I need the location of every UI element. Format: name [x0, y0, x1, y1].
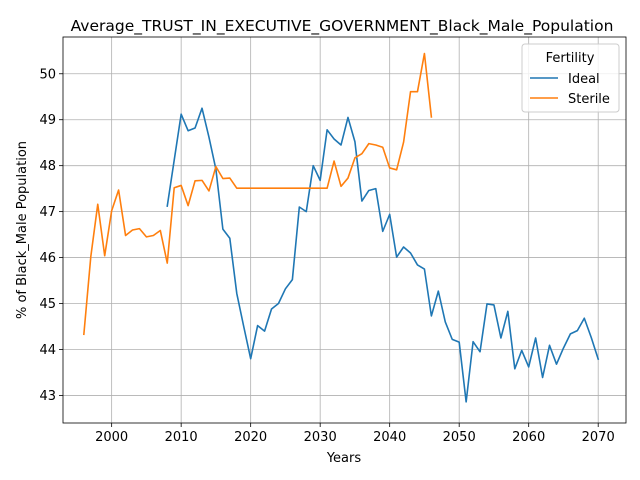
x-tick-label: 2020: [234, 430, 267, 445]
axis-ticks: 2000 2010 2020 2030 2040 2050 2060 2070 43 44 45 46…: [39, 67, 614, 445]
y-tick-label: 43: [39, 389, 56, 404]
y-tick-label: 47: [39, 205, 56, 220]
series-lines: [82, 52, 600, 403]
x-tick-label: 2060: [512, 430, 545, 445]
x-tick-label: 2040: [373, 430, 406, 445]
y-tick-label: 44: [39, 343, 56, 358]
y-tick-label: 45: [39, 297, 56, 312]
x-tick-label: 2010: [165, 430, 198, 445]
chart-title: Average_TRUST_IN_EXECUTIVE_GOVERNMENT_Bl…: [71, 17, 614, 36]
plot-frame: [62, 36, 627, 424]
x-axis-label: Years: [326, 451, 362, 466]
series-line-sterile: [82, 52, 433, 336]
x-tick-label: 2000: [95, 430, 128, 445]
x-tick-label: 2050: [443, 430, 476, 445]
y-tick-label: 50: [39, 67, 56, 82]
y-tick-label: 46: [39, 251, 56, 266]
legend-label-sterile: Sterile: [568, 92, 610, 107]
legend-label-ideal: Ideal: [568, 72, 600, 87]
legend-box: [521, 43, 620, 113]
legend: Fertility Ideal Sterile: [521, 43, 620, 113]
x-tick-label: 2070: [582, 430, 615, 445]
y-tick-label: 49: [39, 113, 56, 128]
legend-title: Fertility: [546, 51, 595, 66]
y-tick-label: 48: [39, 159, 56, 174]
x-tick-label: 2030: [304, 430, 337, 445]
series-line-ideal: [166, 107, 600, 403]
y-axis-label: % of Black_Male Population: [15, 141, 30, 319]
